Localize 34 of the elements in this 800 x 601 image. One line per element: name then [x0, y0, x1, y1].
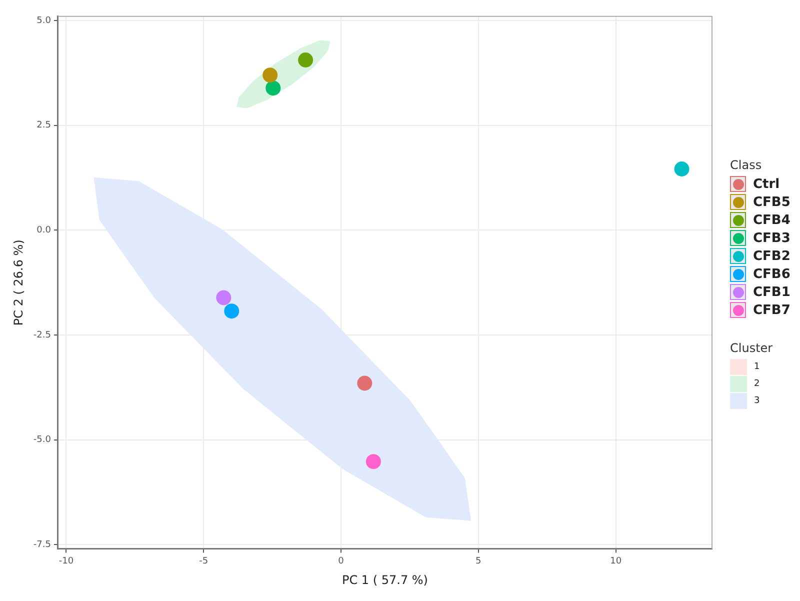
point	[298, 52, 314, 68]
y-axis-title: PC 2 ( 26.6 %)	[11, 240, 26, 326]
legend-label: CFB1	[753, 284, 790, 300]
legend-label: CFB2	[753, 248, 790, 264]
point	[674, 161, 690, 176]
legend-label: CFB7	[753, 302, 790, 318]
legend-label: CFB6	[753, 266, 790, 282]
point	[366, 454, 381, 470]
x-tick-label: 5	[476, 556, 482, 567]
point	[266, 80, 281, 96]
x-axis-title: PC 1 ( 57.7 %)	[342, 572, 428, 587]
point	[262, 68, 278, 83]
y-tick-label: -5.0	[33, 435, 52, 446]
legend-title: Class	[730, 158, 763, 172]
y-tick-label: -7.5	[33, 540, 51, 550]
legend-label: 1	[754, 362, 760, 372]
legend-label: CFB5	[753, 194, 790, 210]
legend-label: CFB4	[753, 212, 790, 228]
legend-label: 2	[754, 378, 760, 388]
text: Cluster	[730, 341, 774, 355]
point	[216, 290, 232, 306]
x-tick-label: 10	[610, 556, 622, 567]
x-tick-label: -5	[199, 556, 208, 567]
y-tick-label: 5.0	[36, 16, 52, 26]
legend-label: Ctrl	[753, 176, 780, 192]
point	[224, 304, 240, 319]
y-tick-label: -2.5	[33, 330, 51, 340]
x-tick-label: 0	[338, 556, 344, 567]
point	[357, 376, 372, 391]
y-tick-label: 2.5	[36, 120, 51, 131]
legend-label: 3	[754, 396, 760, 406]
legend-label: CFB3	[753, 230, 790, 246]
x-tick-label: -10	[58, 556, 74, 567]
y-tick-label: 0.0	[36, 226, 52, 236]
